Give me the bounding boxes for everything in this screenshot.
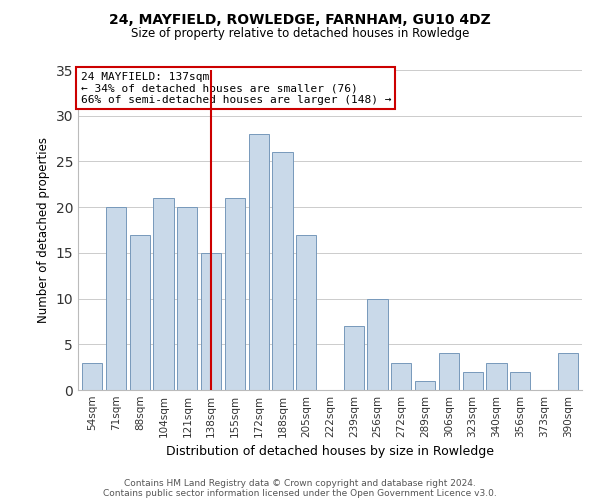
Bar — [177, 207, 197, 390]
Text: Size of property relative to detached houses in Rowledge: Size of property relative to detached ho… — [131, 28, 469, 40]
Bar — [415, 381, 435, 390]
X-axis label: Distribution of detached houses by size in Rowledge: Distribution of detached houses by size … — [166, 446, 494, 458]
Text: Contains public sector information licensed under the Open Government Licence v3: Contains public sector information licen… — [103, 488, 497, 498]
Bar — [510, 372, 530, 390]
Text: 24, MAYFIELD, ROWLEDGE, FARNHAM, GU10 4DZ: 24, MAYFIELD, ROWLEDGE, FARNHAM, GU10 4D… — [109, 12, 491, 26]
Bar — [487, 362, 506, 390]
Y-axis label: Number of detached properties: Number of detached properties — [37, 137, 50, 323]
Text: 24 MAYFIELD: 137sqm
← 34% of detached houses are smaller (76)
66% of semi-detach: 24 MAYFIELD: 137sqm ← 34% of detached ho… — [80, 72, 391, 105]
Bar — [82, 362, 103, 390]
Bar — [557, 354, 578, 390]
Bar — [439, 354, 459, 390]
Bar — [272, 152, 293, 390]
Bar — [391, 362, 412, 390]
Bar — [225, 198, 245, 390]
Bar — [130, 234, 150, 390]
Bar — [106, 207, 126, 390]
Bar — [201, 253, 221, 390]
Bar — [463, 372, 483, 390]
Bar — [154, 198, 173, 390]
Bar — [296, 234, 316, 390]
Text: Contains HM Land Registry data © Crown copyright and database right 2024.: Contains HM Land Registry data © Crown c… — [124, 478, 476, 488]
Bar — [344, 326, 364, 390]
Bar — [367, 298, 388, 390]
Bar — [248, 134, 269, 390]
